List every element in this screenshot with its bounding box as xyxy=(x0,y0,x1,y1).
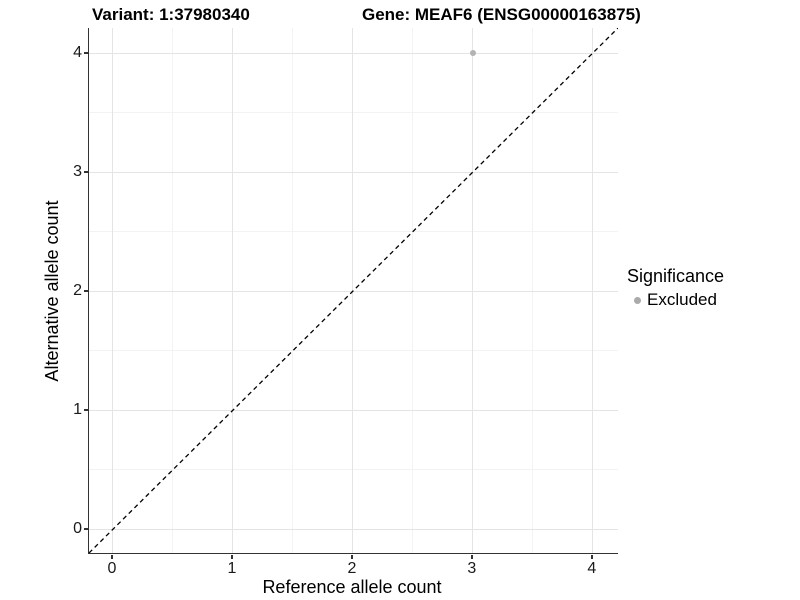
major-gridline-x xyxy=(472,28,474,553)
x-tick-mark xyxy=(591,554,593,559)
x-tick-mark xyxy=(351,554,353,559)
major-gridline-y xyxy=(89,171,618,173)
minor-gridline-x xyxy=(172,28,174,553)
identity-reference-line xyxy=(89,28,618,553)
x-tick-label: 2 xyxy=(347,560,357,577)
y-tick-mark xyxy=(84,52,88,54)
minor-gridline-y xyxy=(89,350,618,352)
minor-gridline-x xyxy=(412,28,414,553)
legend-key-excluded-dot-icon xyxy=(634,296,641,304)
major-gridline-x xyxy=(112,28,114,553)
x-tick-mark xyxy=(111,554,113,559)
y-tick-mark xyxy=(84,528,88,530)
minor-gridline-x xyxy=(532,28,534,553)
y-tick-label: 1 xyxy=(73,401,82,419)
gene-title: Gene: MEAF6 (ENSG00000163875) xyxy=(362,5,641,24)
y-tick-mark xyxy=(84,171,88,173)
legend-title: Significance xyxy=(627,266,725,286)
minor-gridline-x xyxy=(292,28,294,553)
y-tick-mark xyxy=(84,290,88,292)
x-tick-label: 3 xyxy=(467,560,477,577)
x-tick-mark xyxy=(231,554,233,559)
x-axis-title: Reference allele count xyxy=(262,577,442,597)
x-tick-mark xyxy=(471,554,473,559)
y-tick-label: 3 xyxy=(73,163,82,181)
x-tick-label: 0 xyxy=(107,560,117,577)
major-gridline-y xyxy=(89,52,618,54)
minor-gridline-y xyxy=(89,112,618,114)
minor-gridline-y xyxy=(89,469,618,471)
x-tick-label: 4 xyxy=(587,560,597,577)
major-gridline-y xyxy=(89,409,618,411)
y-tick-label: 4 xyxy=(73,44,82,61)
plot-panel xyxy=(88,28,618,554)
x-tick-label: 1 xyxy=(227,560,237,577)
legend: Significance Excluded xyxy=(627,266,724,310)
y-tick-label: 2 xyxy=(73,282,82,300)
major-gridline-x xyxy=(232,28,234,553)
minor-gridline-y xyxy=(89,231,618,233)
y-tick-mark xyxy=(84,409,88,411)
variant-title: Variant: 1:37980340 xyxy=(92,5,250,24)
data-point xyxy=(469,50,476,56)
legend-item-label: Excluded xyxy=(647,290,717,309)
y-tick-label: 0 xyxy=(73,520,82,538)
legend-item-excluded: Excluded xyxy=(627,290,724,310)
major-gridline-x xyxy=(592,28,594,553)
major-gridline-y xyxy=(89,528,618,530)
